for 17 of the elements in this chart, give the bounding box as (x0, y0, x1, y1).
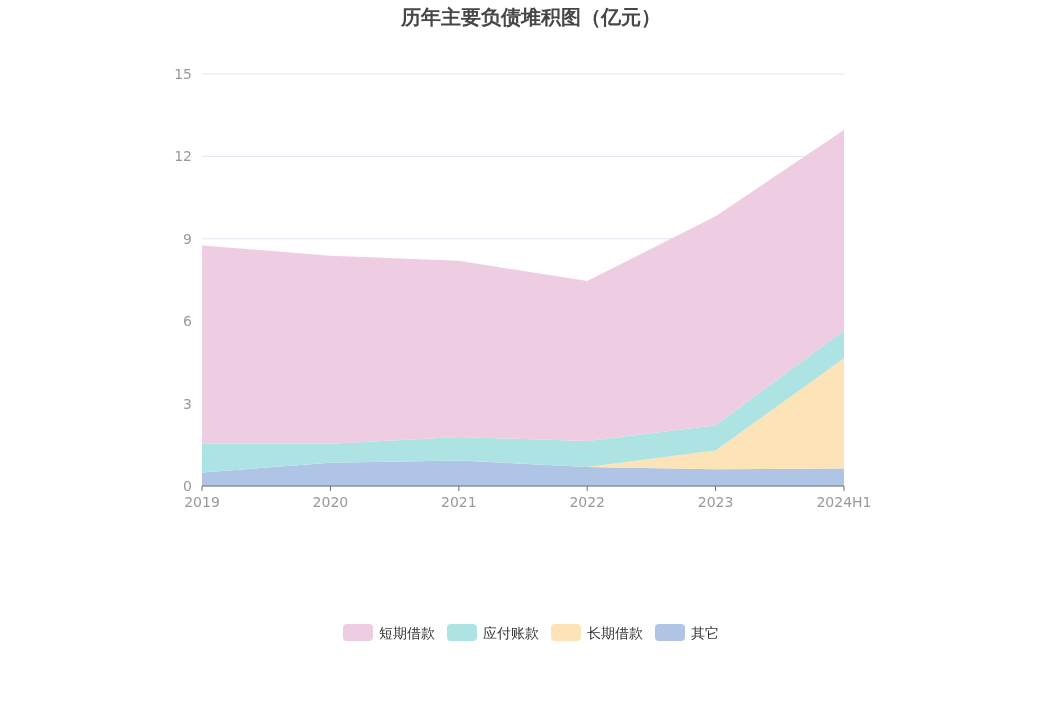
y-tick-label: 0 (183, 478, 192, 494)
legend-label: 应付账款 (483, 625, 539, 641)
legend-label: 其它 (691, 625, 719, 641)
x-tick-label: 2020 (312, 494, 349, 510)
x-tick-label: 2019 (184, 494, 220, 510)
legend-label: 长期借款 (587, 625, 643, 641)
y-tick-label: 12 (174, 148, 192, 165)
x-tick-label: 2024H1 (816, 494, 872, 510)
y-tick-label: 9 (183, 230, 192, 247)
legend-label: 短期借款 (379, 625, 435, 641)
x-tick-label: 2021 (440, 494, 477, 510)
y-tick-label: 6 (183, 313, 193, 330)
x-tick-label: 2022 (569, 494, 606, 510)
y-tick-label: 3 (183, 395, 192, 412)
y-tick-label: 15 (174, 66, 192, 82)
x-tick-label: 2023 (697, 494, 734, 510)
chart-title: 历年主要负债堆积图（亿元） (400, 5, 661, 29)
